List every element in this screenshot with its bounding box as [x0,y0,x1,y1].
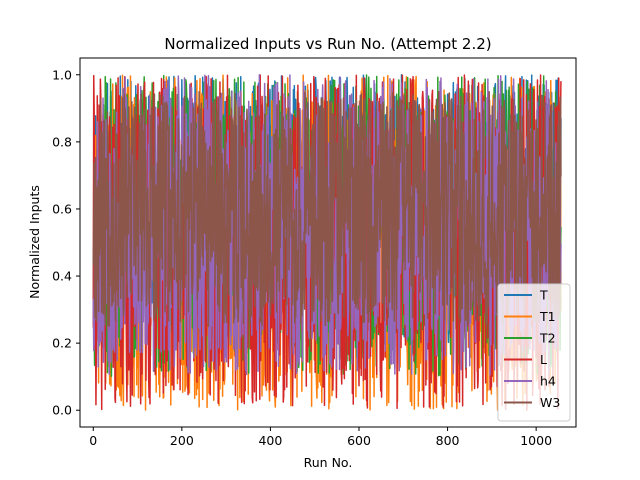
y-tick-label: 0.0 [52,403,72,418]
x-tick-label: 0 [89,433,97,448]
x-axis-label: Run No. [304,455,353,470]
series-layer [92,74,562,411]
legend-label-h4: h4 [540,374,556,389]
y-axis-label: Normalized Inputs [27,185,42,299]
series-line-h4 [92,74,562,376]
y-tick-label: 0.8 [52,134,72,149]
x-axis: 0 200 400 600 800 1000 [89,427,552,448]
series-line-w3 [92,91,562,328]
x-tick-label: 800 [436,433,460,448]
legend-label-t1: T1 [539,309,556,324]
legend-box [497,283,571,422]
x-tick-label: 600 [347,433,371,448]
y-tick-label: 1.0 [52,67,72,82]
legend-label-l: L [540,352,547,367]
y-tick-label: 0.4 [52,269,72,284]
legend-label-w3: W3 [540,395,560,410]
legend-label-t: T [539,288,548,303]
plot-frame [79,57,577,428]
y-tick-label: 0.6 [52,201,72,216]
x-tick-label: 1000 [520,433,552,448]
x-tick-label: 200 [170,433,194,448]
chart-title: Normalized Inputs vs Run No. (Attempt 2.… [164,35,491,53]
legend: T T1 T2 Lh4 W3 [497,283,571,422]
legend-label-t2: T2 [539,331,556,346]
x-tick-label: 400 [258,433,282,448]
y-tick-label: 0.2 [52,336,72,351]
y-axis: 0.0 0.2 0.4 0.6 0.8 1.0 [52,67,80,418]
